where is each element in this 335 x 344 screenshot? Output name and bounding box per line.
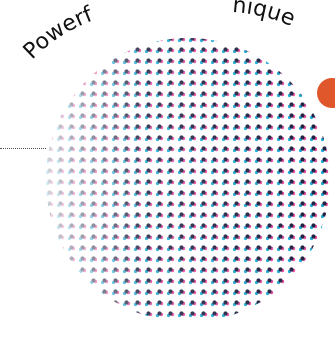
dotted-leader-line (0, 148, 46, 149)
halftone-disc (46, 38, 330, 322)
arc-text-right: nique (231, 0, 298, 32)
arc-text-left: Powerf (19, 2, 97, 65)
orange-accent-shape (317, 78, 335, 108)
